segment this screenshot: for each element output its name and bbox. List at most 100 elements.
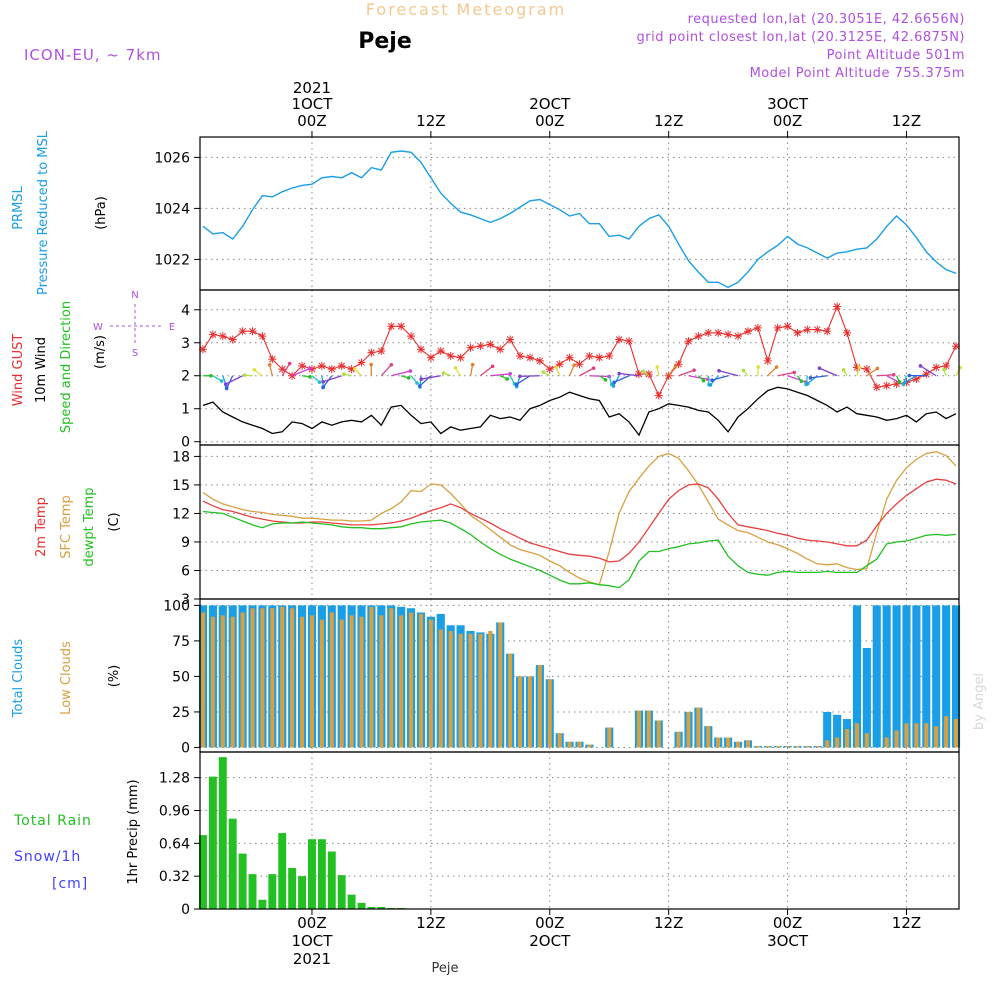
y-tick-label: 0.32 [159, 869, 190, 885]
wind-gust-line [202, 304, 957, 397]
rain-bar [317, 839, 326, 909]
low-cloud-bar [250, 608, 255, 748]
total-cloud-bar [862, 648, 871, 748]
low-cloud-bar [488, 630, 493, 748]
wind-arrow [291, 367, 311, 377]
wind-arrow-head [321, 379, 325, 384]
top-tick-label: 00Z [297, 112, 326, 130]
y-tick-label: 0 [181, 435, 190, 451]
watermark: by Angel [972, 673, 987, 730]
precip-panel: 0 0.32 0.64 0.96 1.28 Total Rain Snow/1h [cm… [13, 751, 960, 918]
gust-marker [942, 361, 951, 370]
wind-arrow-head [224, 386, 229, 391]
compass-e: E [169, 322, 175, 333]
wind-arrow [718, 370, 739, 377]
wind-arrow-head [907, 373, 912, 378]
wind-arrow-head [223, 382, 228, 387]
wind-arrow-head [857, 365, 862, 369]
wind-arrow-head [710, 378, 714, 382]
y-tick-label: 18 [172, 449, 190, 465]
wind-arrow-head [209, 373, 213, 378]
low-cloud-bar [319, 619, 324, 748]
total-cloud-bar [823, 711, 832, 748]
gust-marker [506, 335, 515, 344]
low-cloud-bar [300, 616, 305, 748]
temp-label-sfc: SFC Temp [59, 495, 74, 559]
gust-marker [585, 351, 594, 360]
gust-marker [664, 371, 673, 380]
bottom-tick-label: 00Z [773, 914, 802, 932]
low-cloud-bar [428, 619, 433, 748]
low-cloud-bar [755, 746, 760, 748]
wind-arrow-head [655, 365, 660, 369]
cloud-bars [198, 605, 961, 748]
pressure-unit: (hPa) [94, 196, 109, 230]
precip-grid [200, 752, 959, 910]
wind-arrow [711, 375, 729, 381]
precip-label-cm: [cm] [52, 876, 88, 892]
wind-label-dir: Speed and Direction [59, 301, 74, 433]
gust-marker [724, 330, 733, 339]
low-cloud-bar [745, 740, 750, 748]
gust-marker [674, 360, 683, 369]
wind-arrow-head [514, 382, 519, 387]
y-tick-label: 6 [181, 563, 190, 579]
bottom-tick-label: 12Z [416, 914, 445, 932]
clouds-label-total: Total Clouds [11, 639, 26, 719]
wind-arrow [281, 363, 291, 377]
wind-arrow [469, 364, 474, 376]
wind-arrow-head [756, 365, 761, 369]
wind-arrow [777, 371, 795, 377]
temperature-y-ticks: 3 6 9 12 15 18 [172, 449, 200, 608]
low-cloud-bar [210, 616, 215, 748]
requested-coords: requested lon,lat (20.3051E, 42.6656N) [688, 12, 965, 27]
wind-speed-line [202, 386, 957, 437]
y-tick-label: 15 [172, 478, 190, 494]
bottom-tick-label: 2OCT [529, 932, 571, 950]
gust-marker [407, 332, 416, 341]
wind-arrow [225, 375, 243, 385]
top-title: Forecast Meteogram [366, 0, 566, 19]
low-cloud-bar [399, 615, 404, 748]
low-cloud-bar [240, 612, 245, 748]
top-tick-label: 00Z [535, 112, 564, 130]
low-cloud-bar [656, 720, 661, 748]
gust-marker [763, 356, 772, 365]
gust-marker [734, 332, 743, 341]
gust-marker [644, 370, 653, 379]
top-tick-label: 2OCT [529, 95, 571, 113]
wind-arrow-head [641, 369, 646, 374]
gust-marker [446, 351, 455, 360]
wind-arrow-head [875, 366, 880, 371]
low-cloud-bar [270, 608, 275, 748]
sfc-temp-line [202, 451, 957, 586]
wind-arrow-head [792, 370, 796, 375]
gust-marker [298, 361, 307, 370]
low-cloud-bar [815, 746, 820, 748]
gust-marker [367, 348, 376, 357]
gust-marker [833, 302, 842, 311]
wind-arrow-head [470, 362, 475, 367]
gust-marker [466, 343, 475, 352]
wind-y-ticks: 0 1 2 3 4 [181, 303, 200, 451]
gust-marker [783, 322, 792, 331]
wind-arrow [269, 364, 273, 376]
rain-bar [327, 851, 336, 909]
footer-location: Peje [432, 961, 459, 976]
bottom-tick-label: 00Z [297, 914, 326, 932]
y-tick-label: 3 [181, 592, 190, 608]
wind-arrow [322, 375, 333, 388]
low-cloud-bar [508, 653, 513, 748]
wind-arrow [421, 375, 441, 380]
low-cloud-bar [359, 616, 364, 748]
y-tick-label: 1024 [154, 201, 190, 217]
rain-bar [228, 818, 237, 909]
wind-arrow-head [508, 371, 512, 376]
low-cloud-bar [438, 629, 443, 748]
rain-bar [377, 906, 386, 909]
y-tick-label: 1.28 [159, 771, 190, 787]
wind-arrow-head [408, 369, 413, 373]
total-cloud-bar [951, 605, 961, 748]
temp-label-dewpt: dewpt Temp [82, 487, 97, 566]
clouds-unit: (%) [107, 665, 122, 688]
